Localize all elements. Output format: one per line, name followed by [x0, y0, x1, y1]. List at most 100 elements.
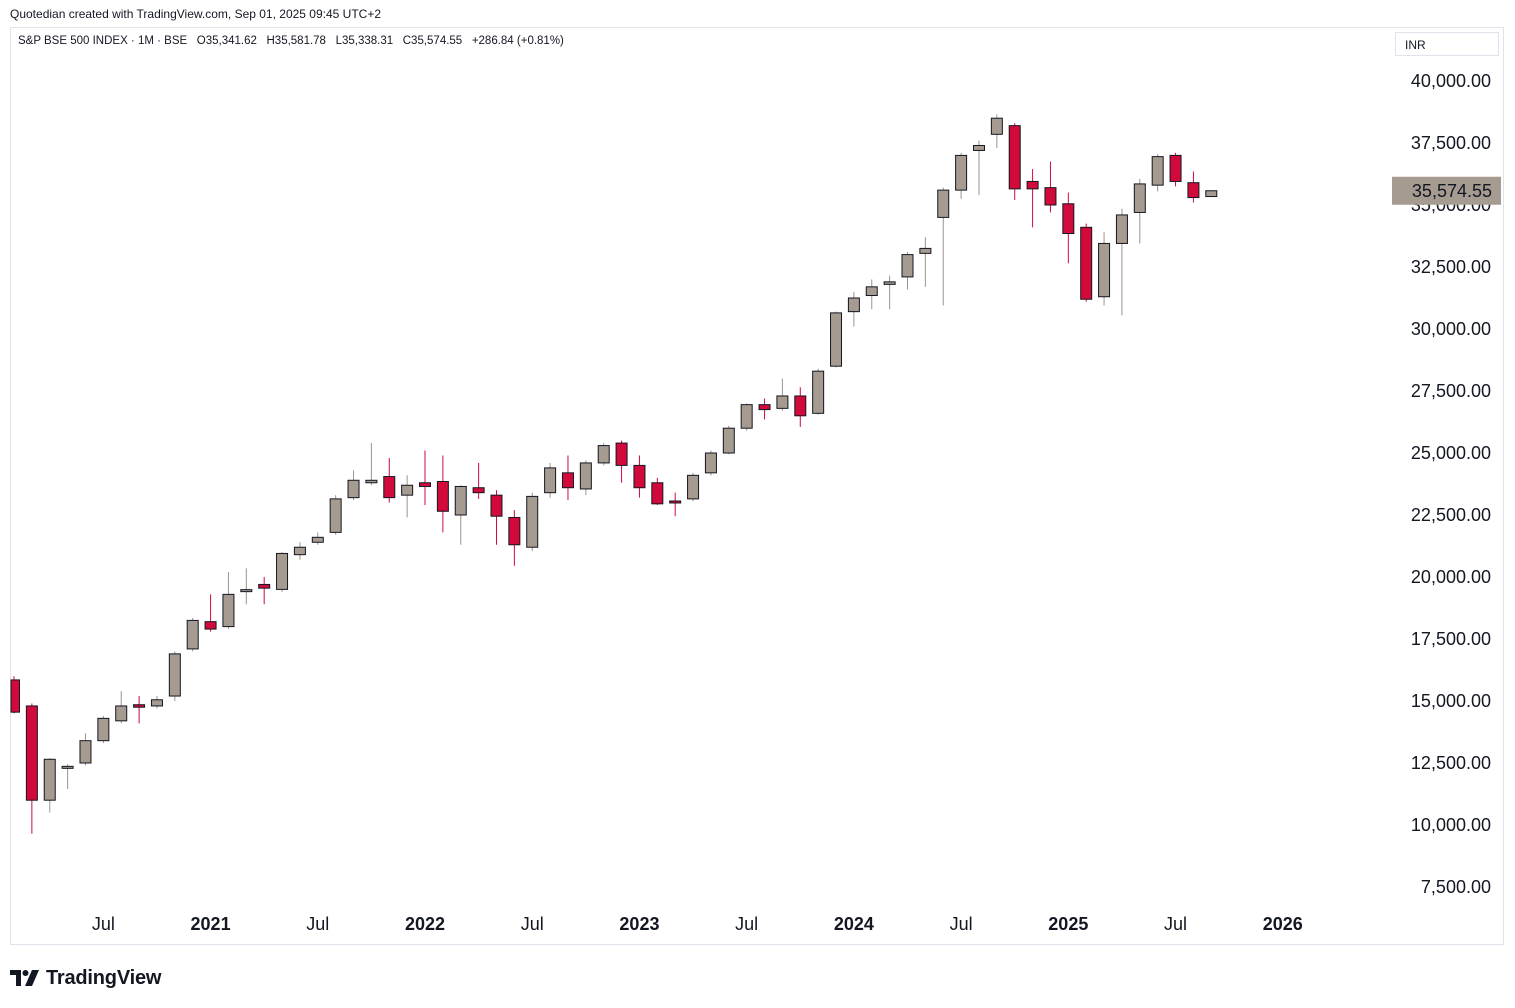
candle-body [258, 583, 271, 589]
candle-2023-07[interactable] [740, 403, 753, 431]
candle-2023-10[interactable] [794, 387, 807, 427]
candle-2023-06[interactable] [722, 425, 735, 455]
x-tick-label: Jul [92, 914, 115, 934]
candle-2021-07[interactable] [311, 532, 324, 545]
currency-selector[interactable]: INR [1395, 32, 1499, 56]
candle-2024-07[interactable] [955, 152, 968, 199]
candle-2024-02[interactable] [865, 279, 878, 310]
y-tick-label: 7,500.00 [1421, 877, 1491, 897]
candle-body [526, 495, 539, 548]
candle-2023-03[interactable] [669, 492, 682, 517]
candle-2025-06[interactable] [1151, 154, 1164, 192]
candle-2025-08[interactable] [1187, 171, 1200, 203]
symbol-info[interactable]: S&P BSE 500 INDEX · 1M · BSE [18, 35, 188, 47]
open-label: O [196, 35, 206, 47]
candle-2020-04[interactable] [43, 758, 56, 813]
low-value: 35,338.31 [341, 35, 394, 47]
candle-2021-01[interactable] [204, 594, 217, 632]
candle-2024-11[interactable] [1026, 169, 1039, 228]
candle-2022-05[interactable] [490, 490, 503, 545]
candle-2021-05[interactable] [276, 552, 289, 592]
candle-body [579, 462, 592, 490]
last-price-badge [1392, 176, 1501, 205]
candle-2022-11[interactable] [597, 443, 610, 466]
candle-2020-07[interactable] [97, 715, 110, 744]
candle-2022-02[interactable] [436, 455, 449, 533]
candle-2020-12[interactable] [186, 617, 199, 652]
candle-2023-08[interactable] [758, 398, 771, 420]
candle-2025-02[interactable] [1080, 223, 1093, 302]
candle-2020-05[interactable] [61, 764, 74, 790]
y-tick-label: 30,000.00 [1411, 319, 1491, 339]
candle-2022-06[interactable] [508, 510, 521, 566]
candle-2021-06[interactable] [293, 542, 306, 560]
y-tick-label: 10,000.00 [1411, 815, 1491, 835]
candle-2022-09[interactable] [561, 455, 574, 501]
candle-2025-04[interactable] [1115, 208, 1128, 316]
candle-2021-10[interactable] [365, 443, 378, 486]
candle-2022-10[interactable] [579, 460, 592, 496]
candle-body [830, 312, 843, 367]
candle-body [1187, 182, 1200, 199]
candle-2022-04[interactable] [472, 462, 485, 499]
candle-2022-03[interactable] [454, 485, 467, 545]
candle-body [1044, 187, 1057, 206]
candle-2024-08[interactable] [972, 140, 985, 196]
candle-body [25, 705, 38, 801]
candle-body [901, 254, 914, 278]
candle-body [329, 498, 342, 533]
candle-2024-06[interactable] [937, 187, 950, 306]
candle-2021-04[interactable] [258, 577, 271, 605]
candle-2025-01[interactable] [1062, 192, 1075, 264]
x-tick-label: 2021 [191, 914, 231, 934]
candle-2022-08[interactable] [544, 462, 557, 498]
chart-frame [10, 27, 1504, 945]
candle-body [597, 445, 610, 464]
candle-2025-07[interactable] [1169, 152, 1182, 187]
candle-2024-03[interactable] [883, 275, 896, 310]
tradingview-logo[interactable]: TradingView [10, 966, 161, 990]
candle-2020-03[interactable] [25, 703, 38, 834]
candle-2021-02[interactable] [222, 572, 235, 630]
candle-body [204, 621, 217, 630]
candle-2022-07[interactable] [526, 492, 539, 551]
candle-2020-02[interactable] [10, 676, 20, 714]
candles-layer [10, 114, 1218, 834]
candle-2020-09[interactable] [133, 696, 146, 724]
candle-2025-05[interactable] [1133, 178, 1146, 244]
candle-body [722, 427, 735, 454]
candle-2021-09[interactable] [347, 470, 360, 501]
candle-2025-03[interactable] [1098, 232, 1111, 306]
candle-2024-09[interactable] [990, 114, 1003, 148]
candle-body [383, 476, 396, 499]
candle-2020-11[interactable] [168, 651, 181, 701]
candle-2021-08[interactable] [329, 495, 342, 535]
candle-2024-01[interactable] [847, 291, 860, 327]
candle-body [1098, 242, 1111, 298]
candle-2023-04[interactable] [687, 472, 700, 502]
candle-2024-05[interactable] [919, 237, 932, 287]
candle-2023-05[interactable] [704, 450, 717, 476]
candle-2022-01[interactable] [419, 450, 432, 506]
candle-2021-11[interactable] [383, 457, 396, 503]
candle-2020-06[interactable] [79, 733, 92, 766]
candle-2021-12[interactable] [401, 475, 414, 518]
candle-2023-11[interactable] [812, 368, 825, 415]
candle-2020-10[interactable] [150, 696, 163, 709]
candle-2024-10[interactable] [1008, 123, 1021, 201]
candle-body [1151, 156, 1164, 186]
last-price-marker: 35,574.55 [1392, 176, 1501, 205]
candle-2022-12[interactable] [615, 440, 628, 483]
candle-body [919, 247, 932, 254]
candle-2023-09[interactable] [776, 378, 789, 411]
candle-body [1062, 203, 1075, 235]
candle-2024-04[interactable] [901, 252, 914, 290]
candle-2023-01[interactable] [633, 455, 646, 498]
candle-2025-09[interactable] [1205, 190, 1218, 198]
candle-2024-12[interactable] [1044, 161, 1057, 213]
candle-2023-02[interactable] [651, 477, 664, 506]
candle-2023-12[interactable] [830, 311, 843, 368]
candle-2021-03[interactable] [240, 568, 253, 605]
candle-2020-08[interactable] [115, 691, 128, 724]
